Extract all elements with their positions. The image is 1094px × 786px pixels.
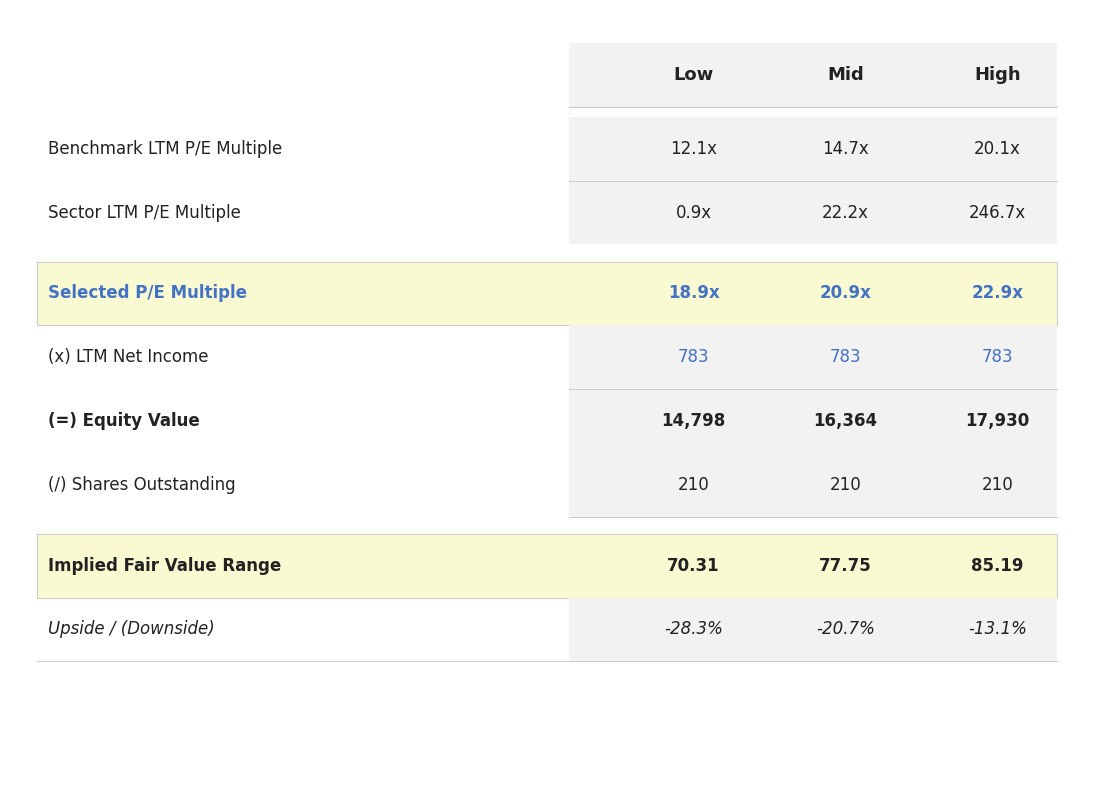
FancyBboxPatch shape bbox=[569, 325, 1057, 389]
Text: 20.9x: 20.9x bbox=[819, 285, 872, 303]
Text: 77.75: 77.75 bbox=[819, 556, 872, 575]
Text: 210: 210 bbox=[829, 476, 861, 494]
Text: 246.7x: 246.7x bbox=[969, 204, 1026, 222]
Text: 210: 210 bbox=[981, 476, 1013, 494]
Text: (x) LTM Net Income: (x) LTM Net Income bbox=[48, 348, 208, 366]
Text: (=) Equity Value: (=) Equity Value bbox=[48, 412, 199, 430]
FancyBboxPatch shape bbox=[569, 43, 1057, 107]
Text: -13.1%: -13.1% bbox=[968, 620, 1027, 638]
Text: -28.3%: -28.3% bbox=[664, 620, 723, 638]
Text: 70.31: 70.31 bbox=[667, 556, 720, 575]
Text: 14.7x: 14.7x bbox=[823, 140, 869, 158]
Text: Mid: Mid bbox=[827, 66, 864, 84]
Text: Implied Fair Value Range: Implied Fair Value Range bbox=[48, 556, 281, 575]
FancyBboxPatch shape bbox=[569, 389, 1057, 453]
Text: 18.9x: 18.9x bbox=[667, 285, 720, 303]
Text: Low: Low bbox=[674, 66, 713, 84]
FancyBboxPatch shape bbox=[37, 262, 1057, 325]
Text: 22.9x: 22.9x bbox=[971, 285, 1024, 303]
Text: 0.9x: 0.9x bbox=[675, 204, 711, 222]
Text: 14,798: 14,798 bbox=[662, 412, 725, 430]
FancyBboxPatch shape bbox=[37, 534, 1057, 597]
Text: Upside / (Downside): Upside / (Downside) bbox=[48, 620, 214, 638]
Text: 783: 783 bbox=[678, 348, 709, 366]
Text: 783: 783 bbox=[981, 348, 1013, 366]
Text: 783: 783 bbox=[829, 348, 861, 366]
Text: 20.1x: 20.1x bbox=[974, 140, 1021, 158]
Text: 17,930: 17,930 bbox=[965, 412, 1029, 430]
Text: Sector LTM P/E Multiple: Sector LTM P/E Multiple bbox=[48, 204, 241, 222]
FancyBboxPatch shape bbox=[569, 453, 1057, 516]
Text: Selected P/E Multiple: Selected P/E Multiple bbox=[48, 285, 246, 303]
Text: (/) Shares Outstanding: (/) Shares Outstanding bbox=[48, 476, 235, 494]
Text: 210: 210 bbox=[677, 476, 709, 494]
Text: 22.2x: 22.2x bbox=[822, 204, 869, 222]
FancyBboxPatch shape bbox=[569, 117, 1057, 181]
FancyBboxPatch shape bbox=[569, 181, 1057, 244]
Text: 12.1x: 12.1x bbox=[670, 140, 717, 158]
Text: 16,364: 16,364 bbox=[814, 412, 877, 430]
FancyBboxPatch shape bbox=[569, 597, 1057, 661]
Text: -20.7%: -20.7% bbox=[816, 620, 875, 638]
Text: 85.19: 85.19 bbox=[971, 556, 1024, 575]
Text: High: High bbox=[975, 66, 1021, 84]
Text: Benchmark LTM P/E Multiple: Benchmark LTM P/E Multiple bbox=[48, 140, 282, 158]
